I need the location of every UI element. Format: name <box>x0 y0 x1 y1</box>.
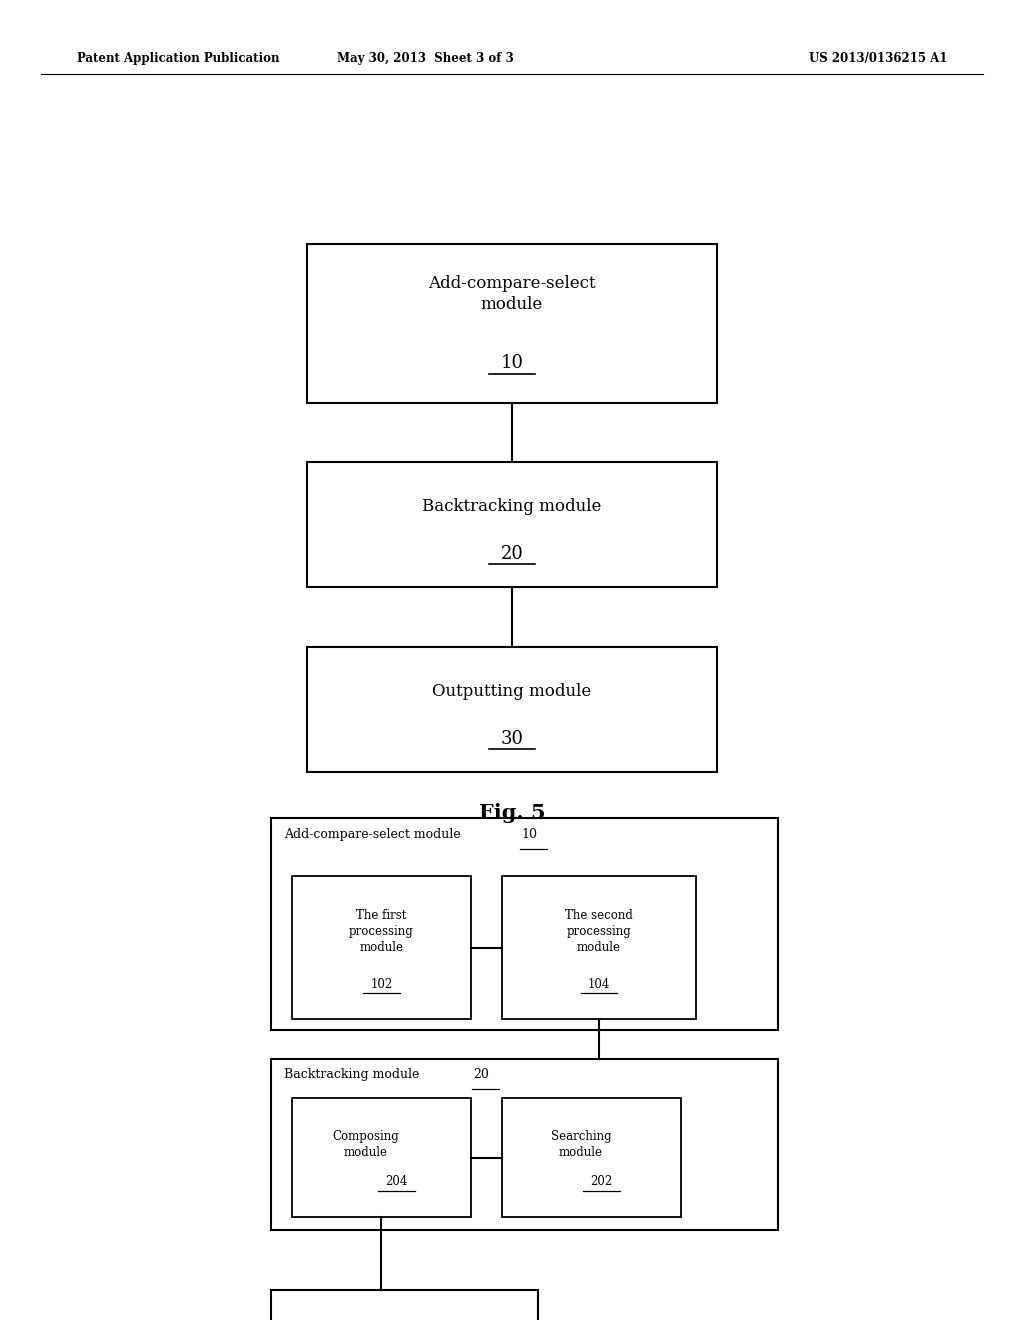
Text: Backtracking module: Backtracking module <box>422 498 602 515</box>
Text: 204: 204 <box>386 1175 408 1188</box>
FancyBboxPatch shape <box>502 1098 681 1217</box>
Text: 102: 102 <box>371 978 392 991</box>
FancyBboxPatch shape <box>307 647 717 772</box>
Text: Add-compare-select
module: Add-compare-select module <box>428 276 596 313</box>
FancyBboxPatch shape <box>307 244 717 403</box>
Text: Fig. 5: Fig. 5 <box>478 803 546 822</box>
Text: US 2013/0136215 A1: US 2013/0136215 A1 <box>809 51 947 65</box>
Text: Add-compare-select module: Add-compare-select module <box>284 828 464 841</box>
FancyBboxPatch shape <box>292 876 471 1019</box>
Text: The first
processing
module: The first processing module <box>349 909 414 954</box>
Text: Patent Application Publication: Patent Application Publication <box>77 51 280 65</box>
Text: 20: 20 <box>473 1068 489 1081</box>
Text: 20: 20 <box>501 545 523 562</box>
Text: 10: 10 <box>501 354 523 372</box>
Text: The second
processing
module: The second processing module <box>565 909 633 954</box>
Text: 202: 202 <box>591 1175 612 1188</box>
FancyBboxPatch shape <box>271 818 778 1030</box>
Text: May 30, 2013  Sheet 3 of 3: May 30, 2013 Sheet 3 of 3 <box>337 51 513 65</box>
FancyBboxPatch shape <box>271 1059 778 1230</box>
Text: 10: 10 <box>521 828 538 841</box>
Text: Composing
module: Composing module <box>333 1130 399 1159</box>
Text: Backtracking module: Backtracking module <box>284 1068 423 1081</box>
Text: Outputting module: Outputting module <box>432 682 592 700</box>
Text: 104: 104 <box>588 978 610 991</box>
Text: Searching
module: Searching module <box>551 1130 611 1159</box>
FancyBboxPatch shape <box>502 876 696 1019</box>
FancyBboxPatch shape <box>307 462 717 587</box>
FancyBboxPatch shape <box>292 1098 471 1217</box>
FancyBboxPatch shape <box>271 1290 538 1320</box>
Text: 30: 30 <box>501 730 523 747</box>
